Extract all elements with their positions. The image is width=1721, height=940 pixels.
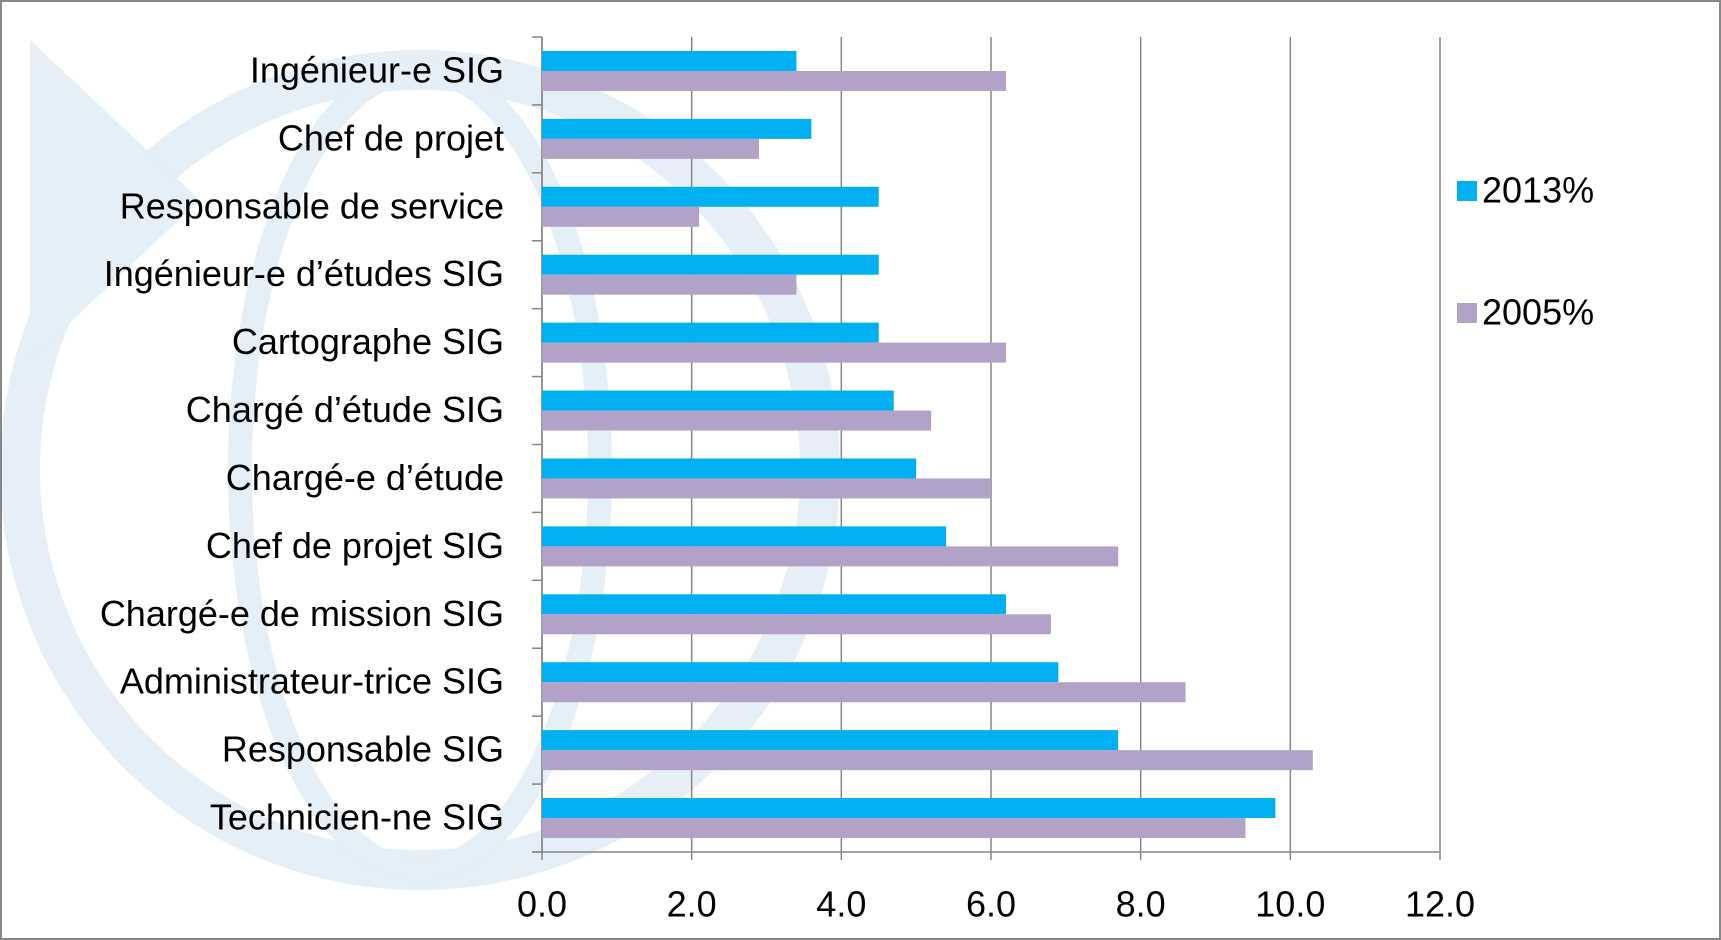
bar [542,478,991,499]
y-tick-label: Chargé-e de mission SIG [100,593,504,634]
x-tick-label: 8.0 [1116,884,1166,925]
bar [542,118,812,139]
bar [542,682,1186,703]
legend-swatch [1457,181,1477,201]
bar [542,390,894,411]
bar [542,730,1119,751]
y-tick-label: Ingénieur-e SIG [250,49,504,90]
bar [542,254,879,275]
bar [542,546,1119,567]
bar [542,614,1051,635]
bar [542,274,797,295]
y-tick-label: Chargé-e d’étude [226,457,504,498]
x-tick-label: 2.0 [667,884,717,925]
y-tick-label: Cartographe SIG [232,321,504,362]
x-tick-label: 4.0 [816,884,866,925]
bar [542,662,1059,683]
y-tick-label: Chef de projet SIG [206,525,504,566]
bar [542,750,1313,771]
bar [542,798,1276,819]
bar [542,818,1246,839]
legend-swatch [1457,303,1477,323]
y-tick-label: Responsable SIG [222,729,504,770]
bar [542,138,760,159]
x-tick-label: 6.0 [966,884,1016,925]
y-tick-label: Chef de projet [278,117,504,158]
bar [542,342,1006,363]
y-tick-label: Technicien-ne SIG [210,797,504,838]
bar [542,322,879,343]
legend-label: 2005% [1482,292,1594,333]
y-tick-label: Ingénieur-e d’études SIG [104,253,504,294]
bar [542,410,932,431]
bar [542,50,797,71]
bar [542,594,1006,615]
x-tick-label: 0.0 [517,884,567,925]
legend-label: 2013% [1482,170,1594,211]
bar [542,458,917,479]
y-tick-label: Administrateur-trice SIG [120,661,504,702]
y-tick-label: Chargé d’étude SIG [186,389,504,430]
x-tick-label: 10.0 [1255,884,1325,925]
bar [542,206,700,227]
bar [542,526,947,547]
bar [542,186,879,207]
bar [542,70,1006,91]
x-tick-label: 12.0 [1405,884,1475,925]
y-tick-label: Responsable de service [120,185,504,226]
